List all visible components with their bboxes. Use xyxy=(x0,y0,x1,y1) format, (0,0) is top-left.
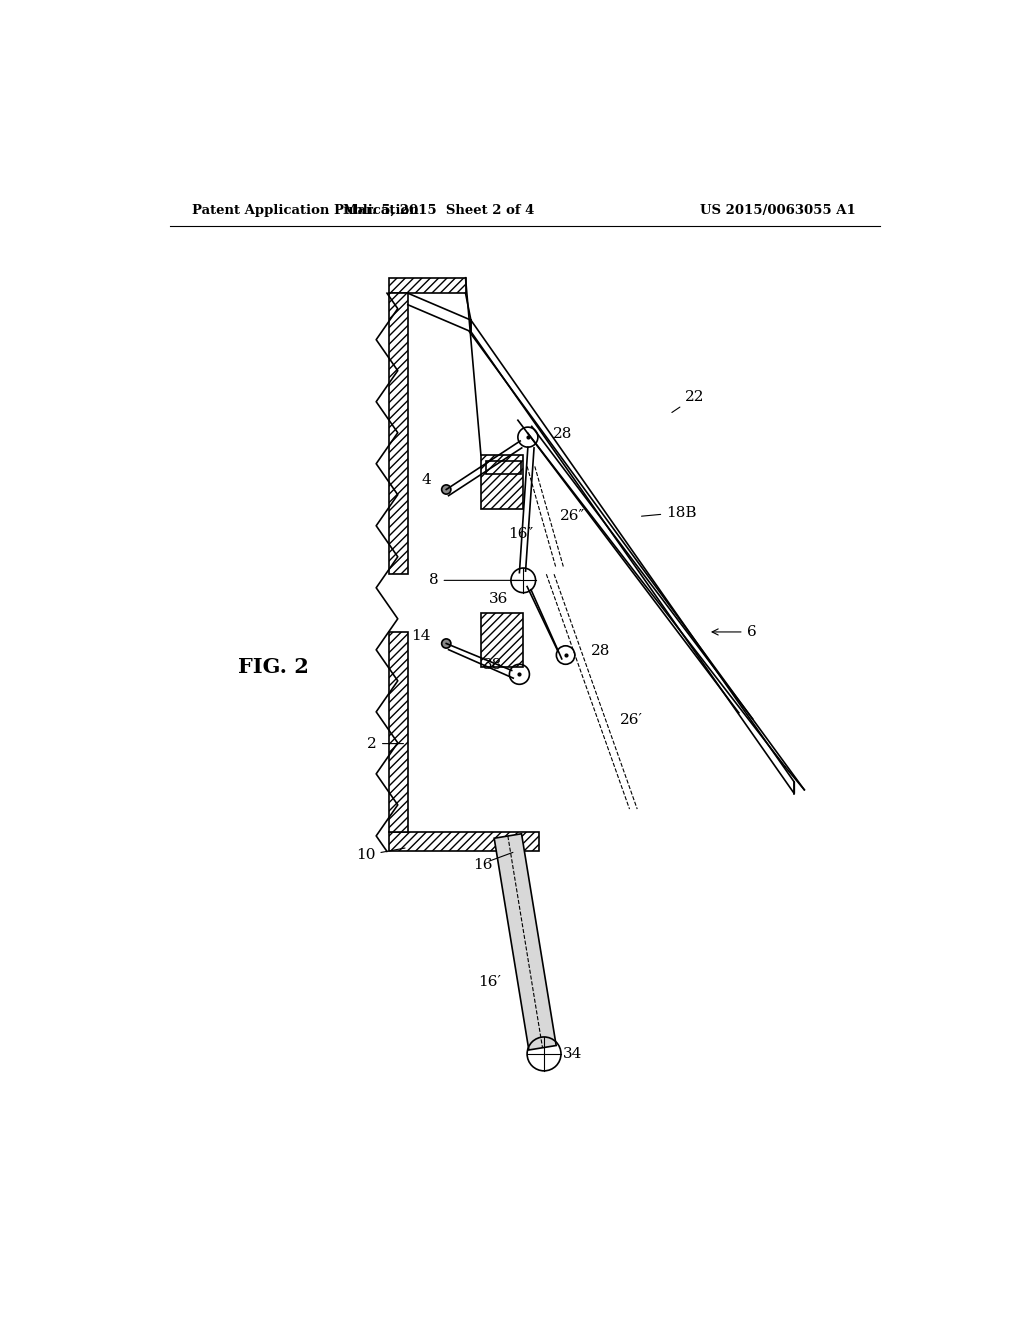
Polygon shape xyxy=(388,632,408,832)
Polygon shape xyxy=(471,321,795,793)
Text: 4: 4 xyxy=(421,474,431,487)
Circle shape xyxy=(441,639,451,648)
Text: Patent Application Publication: Patent Application Publication xyxy=(193,205,419,218)
Text: 26′: 26′ xyxy=(620,714,642,727)
Polygon shape xyxy=(388,293,408,574)
Text: 2: 2 xyxy=(368,737,403,751)
Text: 36: 36 xyxy=(488,591,508,606)
Polygon shape xyxy=(481,612,523,667)
Text: 28: 28 xyxy=(553,428,571,441)
Text: 22: 22 xyxy=(672,391,705,412)
Polygon shape xyxy=(388,277,466,293)
Text: 18B: 18B xyxy=(666,506,696,520)
Text: 38: 38 xyxy=(482,659,502,672)
Text: 10: 10 xyxy=(356,847,406,862)
Text: 28: 28 xyxy=(591,644,610,659)
Polygon shape xyxy=(486,461,521,474)
Text: 16″: 16″ xyxy=(508,527,534,541)
Text: US 2015/0063055 A1: US 2015/0063055 A1 xyxy=(700,205,856,218)
Text: FIG. 2: FIG. 2 xyxy=(238,656,308,677)
Text: 16: 16 xyxy=(473,858,493,873)
Text: Mar. 5, 2015  Sheet 2 of 4: Mar. 5, 2015 Sheet 2 of 4 xyxy=(343,205,535,218)
Polygon shape xyxy=(481,455,523,508)
Text: 16′: 16′ xyxy=(478,975,502,989)
Text: 14: 14 xyxy=(412,628,431,643)
Circle shape xyxy=(441,484,451,494)
Text: 6: 6 xyxy=(712,624,757,639)
Polygon shape xyxy=(388,832,539,851)
Polygon shape xyxy=(495,834,556,1049)
Text: 26″: 26″ xyxy=(560,510,586,524)
Text: 8: 8 xyxy=(429,573,520,587)
Text: 34: 34 xyxy=(563,1047,583,1061)
